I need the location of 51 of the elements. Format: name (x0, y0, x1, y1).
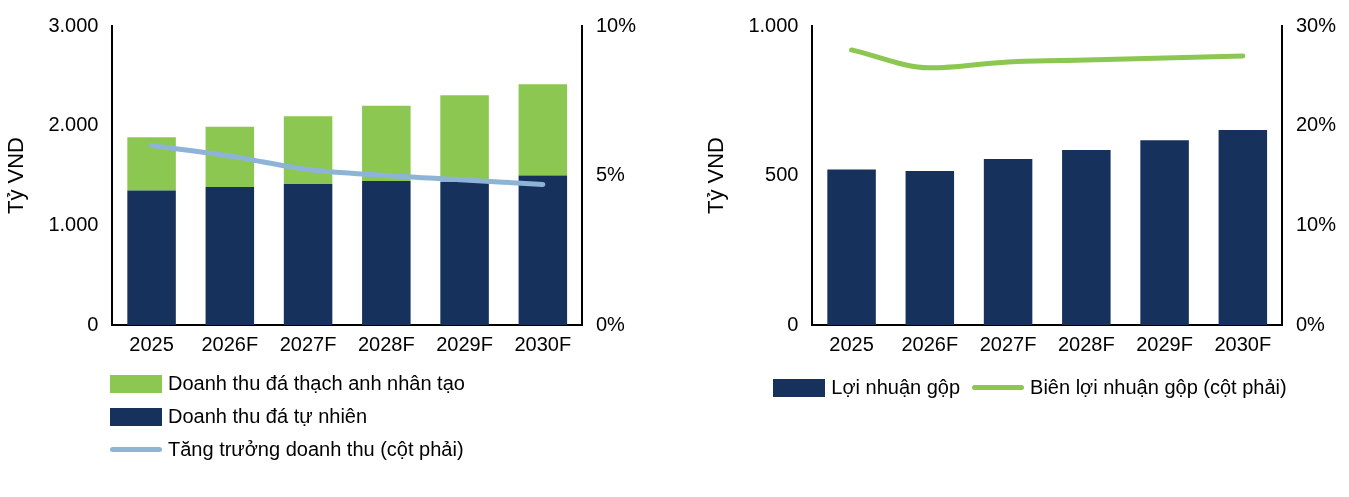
bar (205, 186, 255, 325)
x-tick-label: 2025 (829, 332, 874, 355)
y2-tick-label: 30% (1295, 13, 1337, 36)
y-tick-label: 0 (787, 312, 799, 335)
y-tick-label: 500 (765, 163, 799, 186)
y2-tick-label: 0% (1295, 312, 1326, 335)
x-tick-label: 2027F (279, 332, 337, 355)
y2-tick-label: 10% (595, 13, 637, 36)
y-tick-label: 3.000 (48, 13, 99, 36)
x-tick-label: 2027F (979, 332, 1037, 355)
y-tick-label: 2.000 (48, 113, 99, 136)
bar (1062, 150, 1111, 325)
bar (283, 116, 333, 184)
bar (905, 171, 955, 325)
x-tick-label: 2029F (1136, 332, 1193, 355)
y-tick-label: 1.000 (48, 212, 99, 235)
x-tick-label: 2026F (901, 332, 959, 355)
legend-label: Doanh thu đá thạch anh nhân tạo (168, 372, 465, 395)
bar (440, 95, 489, 182)
legend-label: Lợi nhuận gộp (831, 376, 961, 399)
x-tick-label: 2029F (436, 332, 493, 355)
y-axis-title: Tỷ VND (3, 137, 29, 214)
y-axis-title: Tỷ VND (703, 137, 729, 214)
bar (283, 183, 333, 325)
bar (127, 137, 176, 191)
bar (362, 180, 411, 325)
bar (205, 126, 255, 187)
x-tick-label: 2030F (514, 332, 572, 355)
bar (1218, 130, 1268, 325)
bar (362, 105, 411, 181)
bar (1140, 140, 1189, 325)
x-tick-label: 2026F (201, 332, 259, 355)
y2-tick-label: 20% (1295, 113, 1337, 136)
bar (127, 190, 176, 325)
y2-tick-label: 5% (595, 163, 626, 186)
legend-label: Biên lợi nhuận gộp (cột phải) (1030, 376, 1287, 399)
x-tick-label: 2025 (129, 332, 174, 355)
bar (983, 159, 1033, 325)
y-tick-label: 0 (87, 312, 99, 335)
x-tick-label: 2030F (1214, 332, 1272, 355)
bar (518, 175, 568, 325)
legend-label: Tăng trưởng doanh thu (cột phải) (168, 438, 464, 461)
x-tick-label: 2028F (1057, 332, 1115, 355)
bar (827, 169, 876, 325)
y2-tick-label: 0% (595, 312, 626, 335)
y-tick-label: 1.000 (748, 13, 799, 36)
bar (518, 84, 568, 176)
legend-label: Doanh thu đá tự nhiên (168, 405, 368, 428)
bar (440, 181, 489, 325)
y2-tick-label: 10% (1295, 212, 1337, 235)
x-tick-label: 2028F (357, 332, 415, 355)
